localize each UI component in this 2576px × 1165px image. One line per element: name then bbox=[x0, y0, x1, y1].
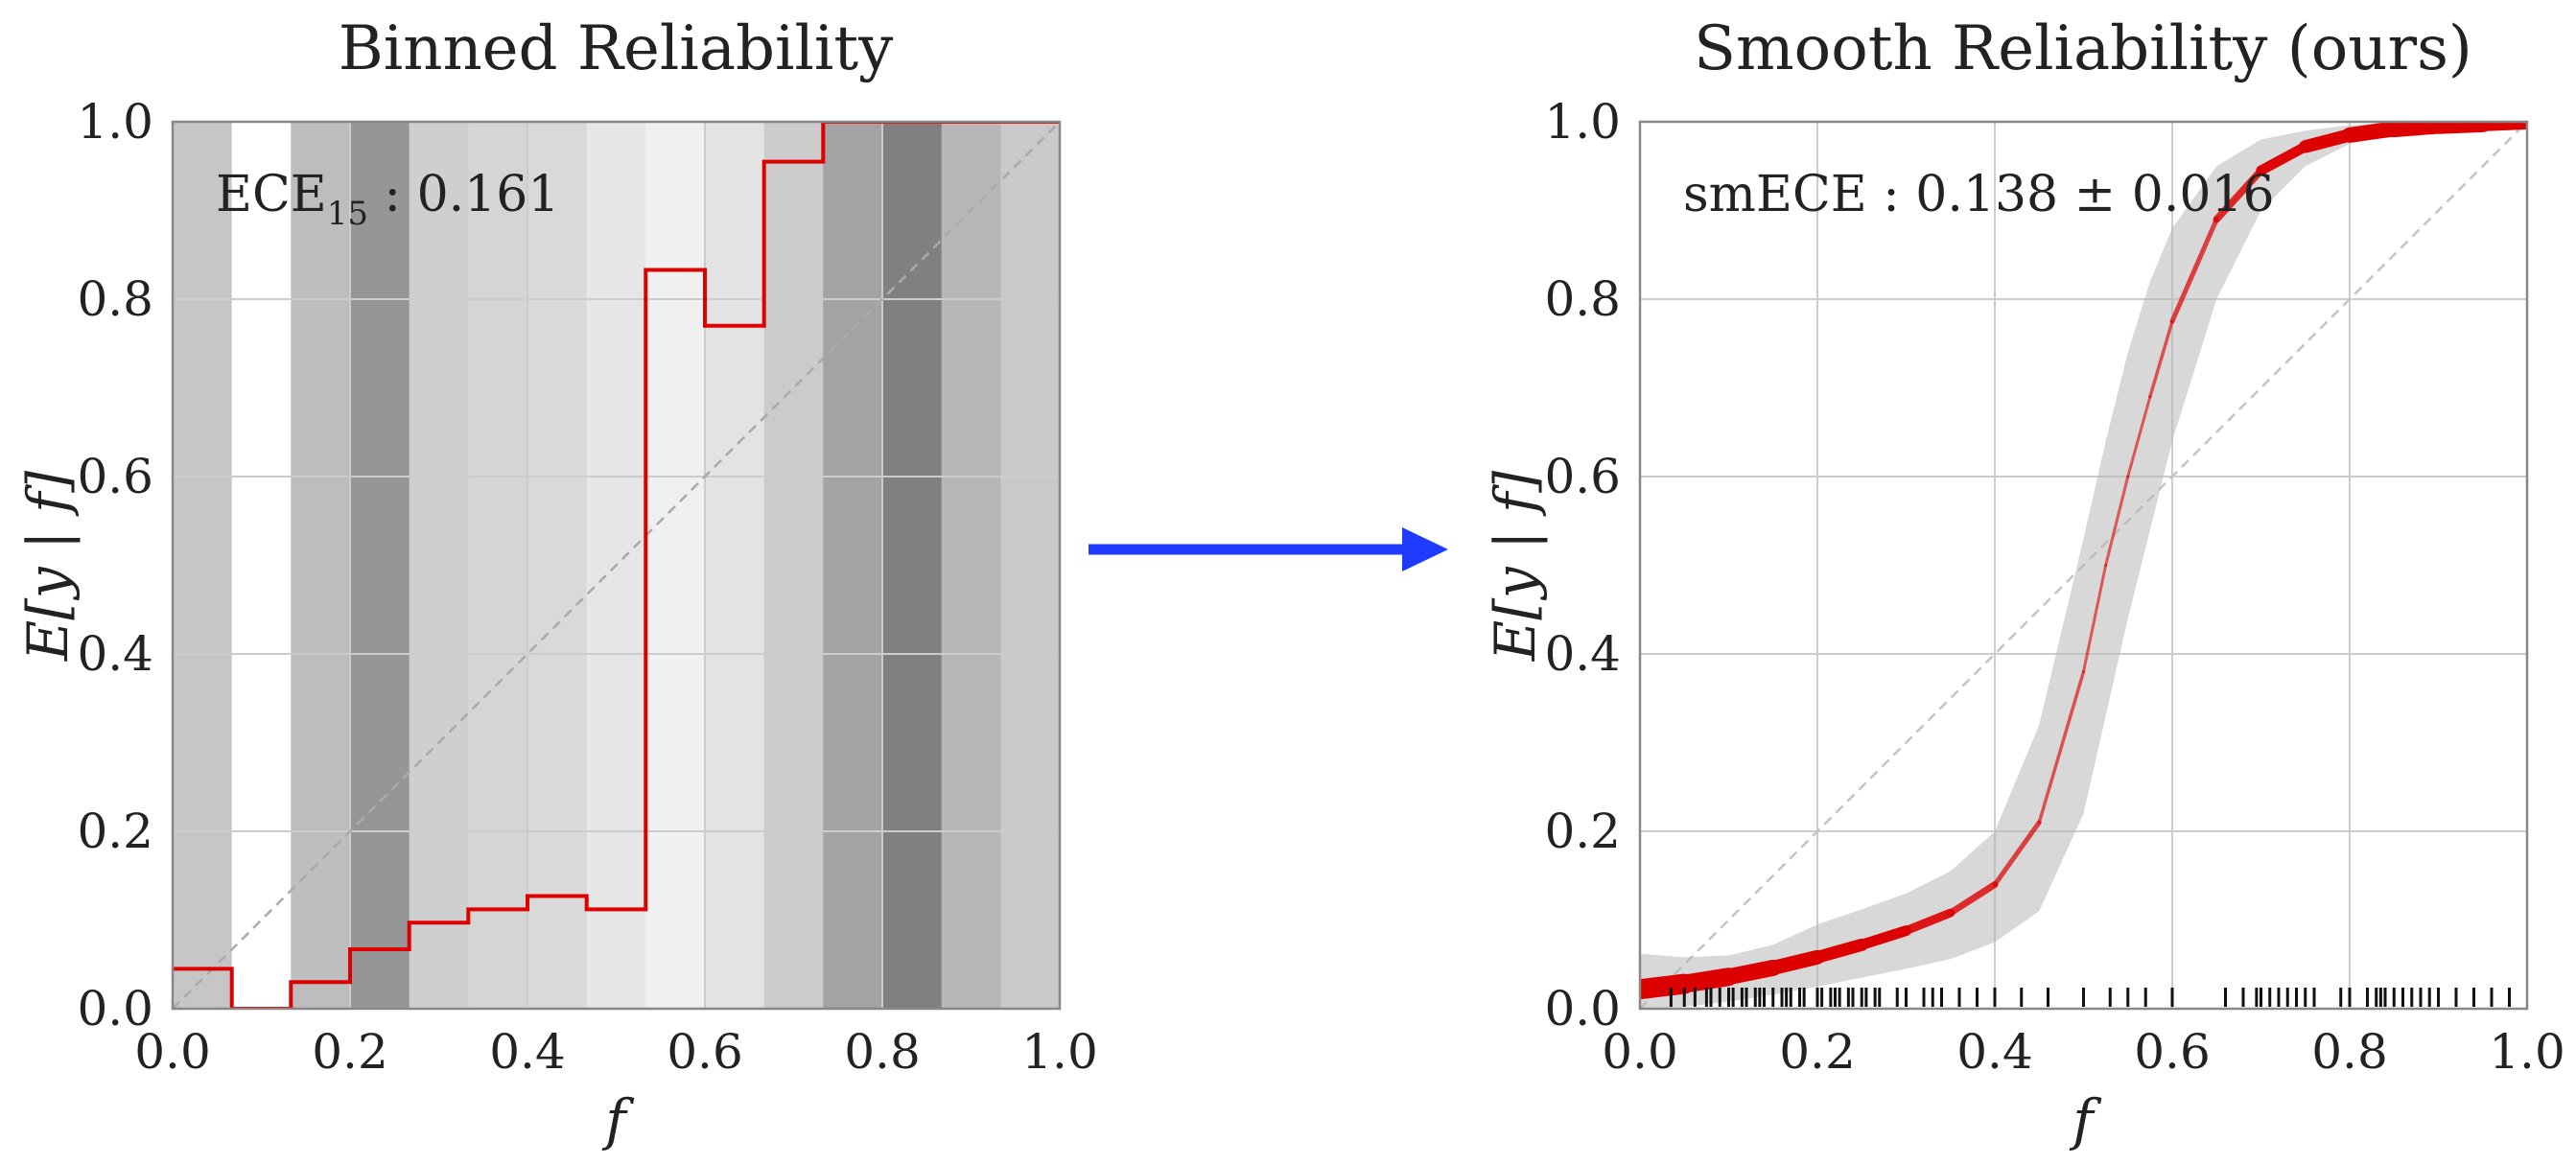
ece-subscript: 15 bbox=[327, 195, 368, 233]
y-tick-label: 1.0 bbox=[77, 94, 153, 150]
curve-segment bbox=[2082, 564, 2108, 673]
left-x-axis-label: f bbox=[601, 1087, 635, 1153]
curve-segment bbox=[2037, 669, 2086, 825]
curve-segment bbox=[2169, 217, 2219, 324]
ece-label: ECE bbox=[216, 166, 327, 223]
x-tick-label: 0.6 bbox=[667, 1024, 743, 1080]
binned-reliability-panel: Binned Reliability 0.0 0.2 0.4 0.6 0.8 1.00.0… bbox=[15, 13, 1098, 1153]
x-tick-label: 0.4 bbox=[489, 1024, 566, 1080]
y-tick-label: 0.8 bbox=[1544, 271, 1621, 327]
left-plot-frame bbox=[171, 120, 1062, 1011]
x-tick-label: 1.0 bbox=[2489, 1024, 2565, 1080]
x-tick-label: 0.4 bbox=[1956, 1024, 2033, 1080]
transition-arrow bbox=[1089, 527, 1448, 571]
right-rug-marks bbox=[1669, 988, 2511, 1007]
bin-shade bbox=[823, 122, 883, 1009]
y-tick-label: 0.6 bbox=[77, 449, 153, 504]
curve-segment bbox=[1811, 938, 1868, 964]
left-diagonal-reference bbox=[172, 121, 1061, 1010]
right-plot-frame bbox=[1638, 120, 2529, 1011]
bin-shade bbox=[350, 122, 410, 1009]
y-tick-label: 0.6 bbox=[1544, 449, 1621, 504]
ece-value: : 0.161 bbox=[368, 166, 559, 223]
bin-shade bbox=[291, 122, 351, 1009]
curve-segment bbox=[1766, 949, 1825, 975]
y-tick-label: 0.0 bbox=[1544, 981, 1621, 1037]
bin-shade bbox=[231, 122, 292, 1009]
curve-segment bbox=[1856, 925, 1911, 950]
left-y-axis-label: E[y | f] bbox=[15, 471, 81, 663]
left-tick-labels: 0.0 0.2 0.4 0.6 0.8 1.0 0.0 0.2 0.4 0.6 0.8 1.0 bbox=[77, 94, 1097, 1080]
x-tick-label: 0.8 bbox=[844, 1024, 921, 1080]
bin-shade bbox=[705, 122, 765, 1009]
curve-segment bbox=[2148, 319, 2174, 399]
bin-shade bbox=[468, 122, 528, 1009]
curve-segment bbox=[2104, 475, 2130, 567]
smooth-reliability-panel: Smooth Reliability (ours) 0.0 0.2 0.4 0.6 0.… bbox=[1483, 13, 2565, 1153]
bin-shade bbox=[941, 122, 1001, 1009]
y-tick-label: 0.4 bbox=[1544, 626, 1621, 682]
right-y-axis-label: E[y | f] bbox=[1483, 471, 1548, 663]
bin-shade bbox=[527, 122, 588, 1009]
curve-segment bbox=[1947, 881, 1999, 917]
x-tick-label: 1.0 bbox=[1021, 1024, 1098, 1080]
x-tick-label: 0.0 bbox=[1602, 1024, 1678, 1080]
y-tick-label: 0.8 bbox=[77, 271, 153, 327]
x-tick-label: 0.2 bbox=[312, 1024, 388, 1080]
curve-segment bbox=[1721, 959, 1782, 986]
arrow-head-icon bbox=[1402, 527, 1448, 571]
bin-shade bbox=[882, 122, 943, 1009]
curve-segment bbox=[1902, 908, 1955, 936]
y-tick-label: 0.2 bbox=[77, 804, 153, 859]
y-tick-label: 0.2 bbox=[1544, 804, 1621, 859]
bin-shade bbox=[763, 122, 824, 1009]
left-chart-title: Binned Reliability bbox=[339, 13, 894, 84]
y-tick-label: 1.0 bbox=[1544, 94, 1621, 150]
right-confidence-band bbox=[1640, 122, 2527, 1009]
curve-segment bbox=[2213, 167, 2265, 223]
right-chart-title: Smooth Reliability (ours) bbox=[1694, 13, 2472, 84]
x-tick-label: 0.2 bbox=[1779, 1024, 1856, 1080]
curve-segment bbox=[2256, 141, 2310, 176]
bin-shade bbox=[173, 122, 233, 1009]
left-binned-step-line bbox=[173, 122, 1060, 1009]
curve-segment bbox=[2126, 395, 2152, 478]
y-tick-label: 0.4 bbox=[77, 626, 153, 682]
left-ece-annotation: ECE15 : 0.161 bbox=[216, 166, 559, 233]
x-tick-label: 0.6 bbox=[2134, 1024, 2211, 1080]
left-bin-shading bbox=[173, 122, 1060, 1009]
x-tick-label: 0.8 bbox=[2311, 1024, 2388, 1080]
x-tick-label: 0.0 bbox=[134, 1024, 211, 1080]
bin-shade bbox=[645, 122, 706, 1009]
right-smece-annotation: smECE : 0.138 ± 0.016 bbox=[1683, 166, 2275, 223]
curve-segment bbox=[1992, 820, 2042, 887]
y-tick-label: 0.0 bbox=[77, 981, 153, 1037]
right-tick-labels: 0.0 0.2 0.4 0.6 0.8 1.0 0.0 0.2 0.4 0.6 0.8 1.0 bbox=[1544, 94, 2564, 1080]
bin-shade bbox=[409, 122, 469, 1009]
right-x-axis-label: f bbox=[2069, 1087, 2102, 1153]
bin-shade bbox=[1000, 122, 1060, 1009]
